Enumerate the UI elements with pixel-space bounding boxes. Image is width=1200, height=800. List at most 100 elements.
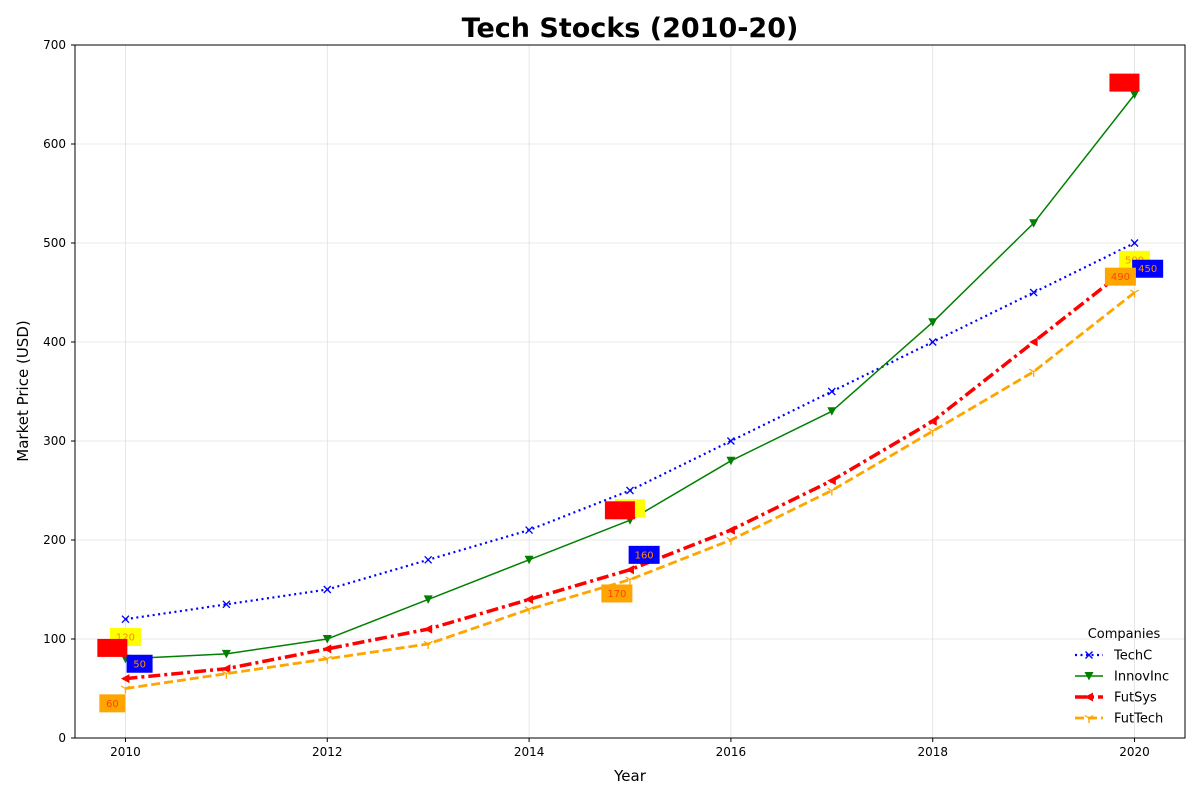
- x-tick-label: 2014: [514, 745, 545, 759]
- data-point-techc: [726, 437, 735, 445]
- legend-marker-innovinc: [1084, 672, 1094, 681]
- annotation-text: 490: [1111, 272, 1130, 283]
- annotation-label: 170: [601, 584, 633, 603]
- chart-title: Tech Stocks (2010-20): [462, 13, 799, 44]
- legend: Companies TechC InnovInc FutSys FutTech: [1075, 627, 1169, 727]
- data-point-futsys: [221, 664, 231, 674]
- annotation-box: [126, 654, 153, 673]
- data-point-futsys: [524, 594, 534, 604]
- y-tick-label: 700: [43, 38, 66, 52]
- legend-marker-techc: [1085, 651, 1093, 659]
- legend-marker-futtech: [1084, 714, 1094, 723]
- annotation-box: [1104, 267, 1136, 286]
- plot-frame: [74, 44, 1186, 739]
- data-point-futtech: [827, 487, 837, 496]
- annotation-label: [1109, 73, 1140, 92]
- annotation-label: 50: [126, 654, 153, 673]
- data-point-innovinc: [1029, 219, 1039, 228]
- legend-marker-futsys: [1084, 692, 1093, 702]
- annotation-box: [601, 584, 633, 603]
- annotation-label: 450: [1132, 259, 1164, 278]
- axis-ticks: 2010 2012 2014 2016 2018 2020 0 100 200 300 400 500…: [43, 38, 1150, 759]
- data-point-futtech: [1129, 289, 1140, 298]
- data-point-futsys: [726, 525, 735, 535]
- y-tick-label: 300: [43, 434, 66, 448]
- data-point-futsys: [928, 416, 937, 426]
- legend-label-futtech: FutTech: [1114, 712, 1163, 727]
- series-lines: [120, 90, 1140, 694]
- data-point-techc: [626, 486, 634, 495]
- annotation-text: 450: [1138, 264, 1157, 275]
- data-point-futtech: [625, 576, 635, 585]
- y-tick-label: 500: [43, 236, 66, 250]
- y-tick-label: 400: [43, 335, 66, 349]
- annotation-text: 60: [106, 699, 119, 710]
- y-tick-label: 0: [58, 731, 66, 745]
- data-point-innovinc: [423, 595, 433, 604]
- data-point-innovinc: [726, 456, 736, 466]
- annotation-label: 60: [99, 694, 126, 713]
- annotation-label: [97, 638, 128, 657]
- legend-title: Companies: [1088, 627, 1161, 642]
- annotation-box: [628, 545, 660, 564]
- data-point-futsys: [120, 674, 130, 684]
- legend-label-techc: TechC: [1113, 649, 1152, 664]
- y-axis-label: Market Price (USD): [14, 320, 32, 461]
- x-axis-label: Year: [613, 767, 647, 785]
- annotation-box: [97, 638, 128, 657]
- data-point-techc: [323, 585, 332, 594]
- data-point-futsys: [1029, 337, 1038, 347]
- annotation-text: 50: [133, 659, 146, 670]
- x-tick-label: 2018: [917, 745, 948, 759]
- data-point-techc: [525, 526, 534, 535]
- series-line-futtech: [125, 291, 1136, 690]
- data-point-futtech: [726, 536, 736, 545]
- data-point-techc: [424, 555, 433, 564]
- annotation-label: [604, 501, 635, 520]
- data-point-futsys: [423, 624, 433, 634]
- legend-label-futsys: FutSys: [1114, 691, 1157, 706]
- annotation-box: [99, 694, 126, 713]
- data-point-futsys: [625, 565, 634, 575]
- data-point-futtech: [120, 685, 131, 694]
- data-point-innovinc: [322, 635, 332, 644]
- data-point-techc: [121, 615, 130, 624]
- y-tick-label: 200: [43, 533, 66, 547]
- data-point-futtech: [322, 655, 332, 664]
- data-point-innovinc: [827, 407, 837, 416]
- x-tick-label: 2012: [312, 745, 343, 759]
- data-point-futsys: [322, 644, 332, 654]
- annotations: 1205060160170500450490: [97, 73, 1164, 713]
- annotation-text: 170: [607, 589, 626, 600]
- data-point-techc: [1029, 288, 1038, 297]
- data-point-innovinc: [524, 555, 534, 565]
- data-point-innovinc: [1130, 90, 1140, 99]
- annotation-text: 120: [116, 633, 135, 644]
- data-point-futtech: [221, 670, 231, 679]
- data-point-futtech: [423, 640, 433, 649]
- y-tick-label: 100: [43, 632, 66, 646]
- data-point-futtech: [524, 606, 534, 615]
- annotation-box: [1132, 259, 1164, 278]
- data-point-techc: [827, 387, 836, 396]
- data-point-futsys: [827, 476, 836, 486]
- data-point-futtech: [928, 428, 938, 437]
- annotation-box: [1109, 73, 1140, 92]
- data-point-innovinc: [928, 318, 938, 327]
- x-tick-label: 2010: [110, 745, 141, 759]
- data-point-innovinc: [221, 649, 231, 659]
- y-tick-label: 600: [43, 137, 66, 151]
- annotation-label: 160: [628, 545, 660, 564]
- annotation-label: 490: [1104, 267, 1136, 286]
- data-point-techc: [928, 338, 937, 346]
- data-point-techc: [222, 600, 231, 609]
- annotation-text: 160: [635, 550, 654, 561]
- annotation-box: [604, 501, 635, 520]
- data-point-techc: [1130, 239, 1139, 247]
- data-point-futtech: [1029, 368, 1039, 377]
- legend-label-innovinc: InnovInc: [1114, 670, 1169, 685]
- x-tick-label: 2020: [1119, 745, 1150, 759]
- x-tick-label: 2016: [716, 745, 747, 759]
